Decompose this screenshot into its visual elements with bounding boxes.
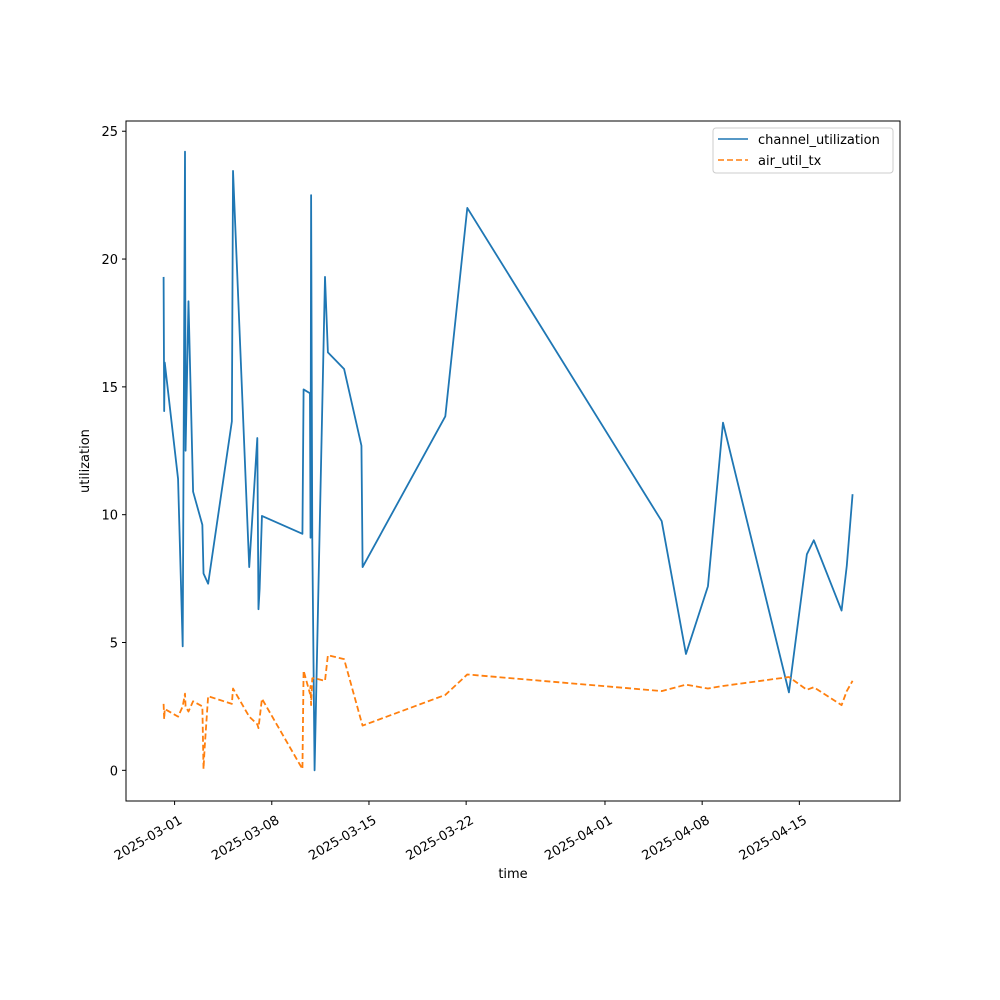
- y-tick-label: 0: [110, 764, 118, 779]
- plot-area: [162, 150, 854, 772]
- series-line-air-util-tx: [162, 654, 854, 770]
- x-tick-label: 2025-04-15: [737, 813, 810, 864]
- legend: channel_utilization air_util_tx: [712, 127, 894, 174]
- y-tick-label: 20: [101, 253, 118, 268]
- x-tick-label: 2025-03-15: [306, 813, 379, 864]
- x-axis: 2025-03-01 2025-03-08 2025-03-15 2025-03-22…: [112, 801, 810, 864]
- axes-frame: [125, 120, 901, 802]
- y-tick-label: 25: [101, 125, 118, 140]
- y-axis-label: utilization: [78, 429, 93, 493]
- legend-label-air-util-tx: air_util_tx: [758, 154, 822, 169]
- x-tick-label: 2025-04-01: [542, 813, 615, 864]
- y-tick-label: 5: [110, 637, 118, 652]
- x-tick-label: 2025-04-08: [640, 813, 713, 864]
- x-tick-label: 2025-03-08: [209, 813, 282, 864]
- y-tick-label: 10: [101, 509, 118, 524]
- x-tick-label: 2025-03-01: [112, 813, 185, 864]
- series-line-channel-utilization: [162, 150, 854, 772]
- y-axis: 0 5 10 15 20 25: [101, 125, 126, 779]
- y-tick-label: 15: [101, 381, 118, 396]
- legend-label-channel-utilization: channel_utilization: [758, 133, 880, 148]
- x-axis-label: time: [498, 867, 527, 882]
- legend-box: [712, 127, 894, 174]
- x-tick-label: 2025-03-22: [404, 813, 477, 864]
